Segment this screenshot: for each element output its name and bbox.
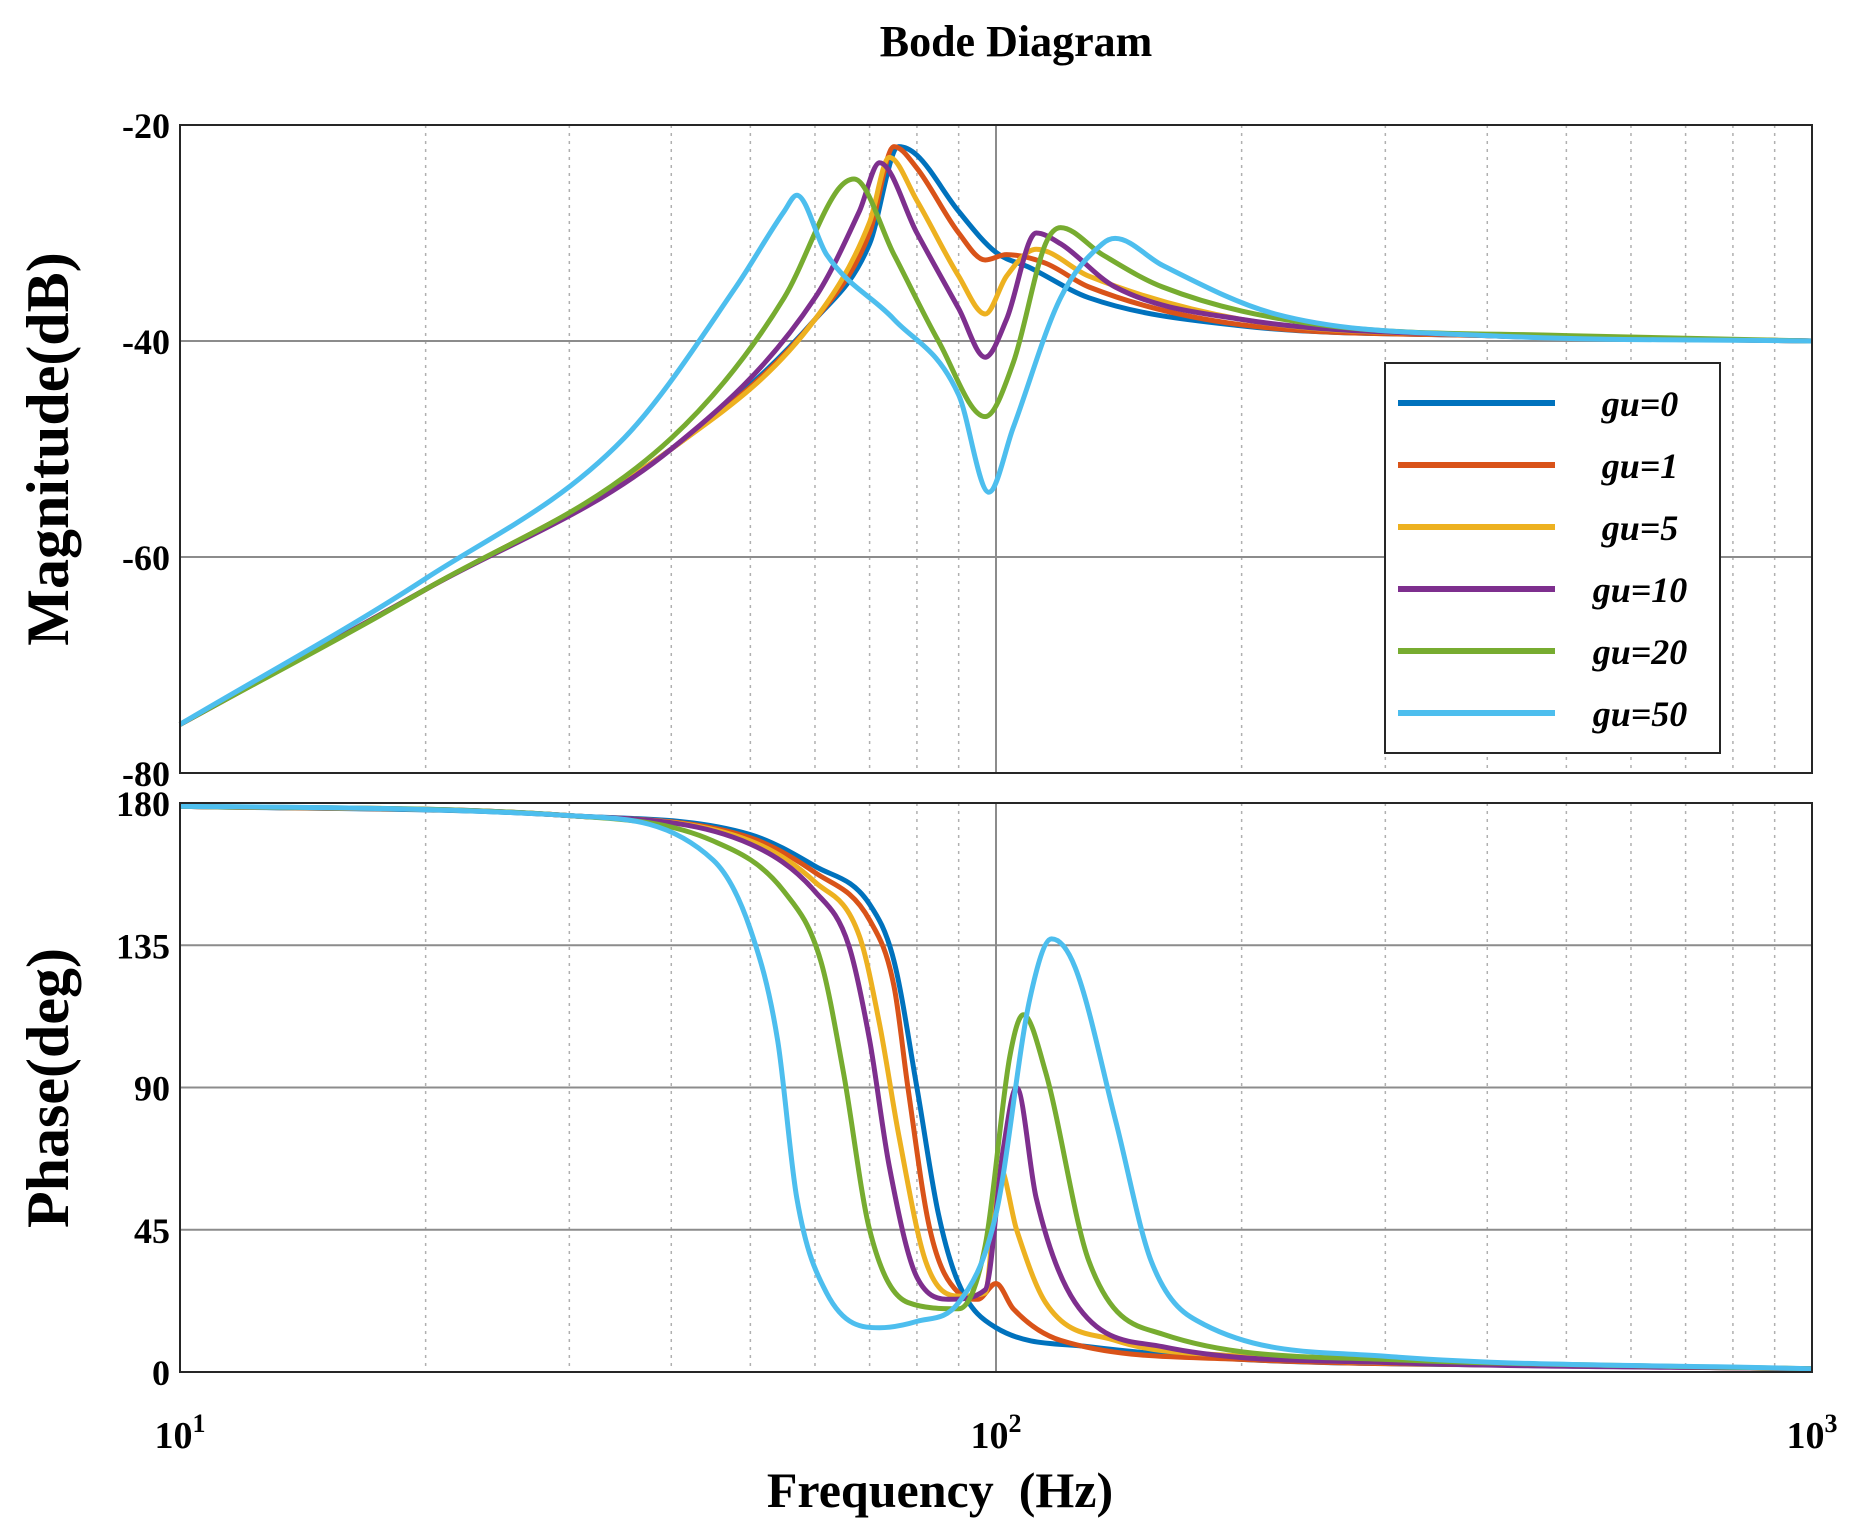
phase-y-tick-label: 90 (134, 1069, 170, 1109)
x-tick-label: 102 (971, 1409, 1022, 1457)
legend-label: gu=50 (1592, 694, 1688, 734)
phase-grid (180, 803, 1812, 1372)
magnitude-curves (178, 144, 1813, 727)
legend: gu=0 gu=1 gu=5 gu=10 gu=20 gu=50 (1384, 362, 1721, 754)
legend-box (1384, 362, 1721, 754)
x-axis-label: Frequency (Hz) (767, 1462, 1113, 1518)
phase-curves (179, 803, 1813, 1372)
legend-label: gu=0 (1601, 384, 1679, 424)
phase-y-tick-label: 0 (152, 1353, 170, 1393)
x-tick-labels: 101 102 103 (155, 1409, 1838, 1457)
legend-label: gu=10 (1592, 570, 1688, 610)
magnitude-y-tick-label: -60 (122, 538, 170, 578)
phase-y-tick-label: 180 (116, 784, 170, 824)
legend-label: gu=20 (1592, 632, 1688, 672)
phase-y-tick-label: 135 (116, 926, 170, 966)
magnitude-y-tick-label: -20 (122, 106, 170, 146)
magnitude-y-tick-labels: -20 -40 -60 -80 (122, 106, 170, 794)
phase-line-gu=10 (179, 803, 1813, 1372)
magnitude-y-tick-label: -40 (122, 322, 170, 362)
magnitude-y-axis-label: Magnitude(dB) (15, 252, 81, 645)
phase-y-axis-label: Phase(deg) (15, 948, 81, 1228)
magnitude-line-gu=50 (178, 192, 1813, 727)
x-tick-label: 103 (1787, 1409, 1838, 1457)
chart-title: Bode Diagram (880, 17, 1153, 66)
legend-label: gu=1 (1601, 446, 1679, 486)
magnitude-line-gu=10 (178, 160, 1813, 727)
magnitude-axes-frame (179, 124, 1813, 774)
phase-y-tick-label: 45 (134, 1211, 170, 1251)
phase-axes-frame (179, 802, 1813, 1373)
x-tick-label: 101 (155, 1409, 206, 1457)
phase-y-tick-labels: 180 135 90 45 0 (116, 784, 170, 1393)
legend-label: gu=5 (1601, 508, 1679, 548)
phase-line-gu=20 (179, 803, 1813, 1372)
magnitude-y-tick-label: -80 (122, 754, 170, 794)
phase-line-gu=50 (179, 803, 1813, 1372)
